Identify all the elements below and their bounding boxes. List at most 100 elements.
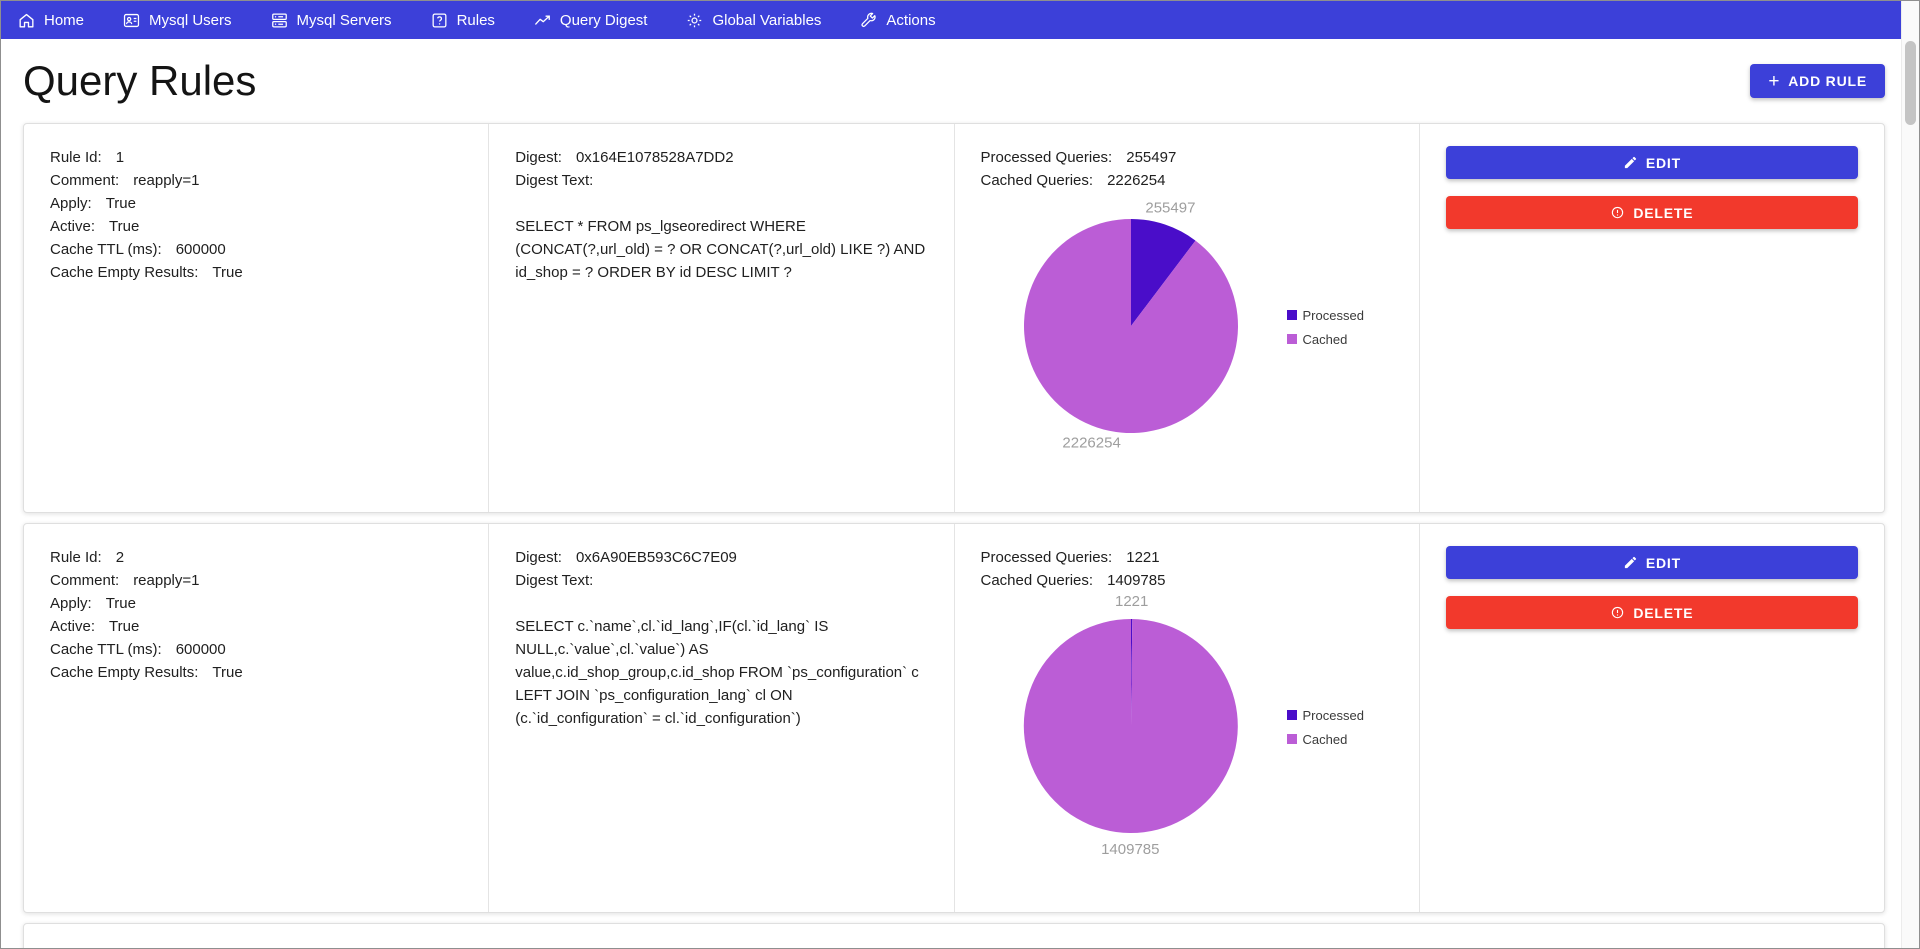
digest-column: Digest: 0x164E1078528A7DD2 Digest Text: S… bbox=[489, 124, 955, 512]
nav-label: Query Digest bbox=[559, 11, 648, 29]
nav-item-mysql-servers[interactable]: Mysql Servers bbox=[270, 11, 392, 30]
stat-label: Cached Queries: bbox=[980, 572, 1094, 589]
gear-icon bbox=[688, 13, 702, 27]
digest-label: Digest: bbox=[515, 549, 562, 566]
svg-text:1409785: 1409785 bbox=[1101, 841, 1159, 858]
error-outline-icon bbox=[1612, 606, 1624, 619]
stat-value: 1409785 bbox=[1107, 572, 1166, 589]
field-label: Comment: bbox=[50, 572, 120, 589]
nav-label: Mysql Servers bbox=[296, 11, 392, 29]
digest-text-label: Digest Text: bbox=[515, 172, 594, 189]
delete-label: DELETE bbox=[1633, 204, 1694, 221]
cached-swatch bbox=[1286, 734, 1297, 744]
legend-label-processed: Processed bbox=[1302, 707, 1364, 723]
field-value: True bbox=[105, 195, 136, 212]
field-value: 1 bbox=[115, 149, 125, 166]
rule-card-partial bbox=[23, 923, 1885, 948]
digest-value: 0x6A90EB593C6C7E09 bbox=[575, 549, 737, 566]
nav-item-rules[interactable]: Rules bbox=[430, 11, 495, 30]
field-label: Rule Id: bbox=[50, 149, 102, 166]
pencil-icon bbox=[1624, 156, 1636, 169]
rule-cards: Rule Id: 1 Comment: reapply=1 Apply: True A… bbox=[1, 123, 1901, 948]
digest-column: Digest: 0x6A90EB593C6C7E09 Digest Text: S… bbox=[489, 524, 955, 912]
legend-label-cached: Cached bbox=[1302, 331, 1348, 347]
field-label: Cache Empty Results: bbox=[50, 264, 199, 281]
nav-item-mysql-users[interactable]: Mysql Users bbox=[122, 11, 232, 30]
digest-text-label: Digest Text: bbox=[515, 572, 594, 589]
field-label: Comment: bbox=[50, 172, 120, 189]
field-value: 600000 bbox=[175, 241, 226, 258]
stat-label: Cached Queries: bbox=[980, 172, 1094, 189]
rule-info-column: Rule Id: 1 Comment: reapply=1 Apply: True A… bbox=[24, 124, 490, 512]
field-value: True bbox=[212, 664, 243, 681]
servers-icon bbox=[271, 13, 287, 27]
chart-icon bbox=[535, 14, 550, 25]
cached-swatch bbox=[1286, 334, 1297, 344]
nav-item-query-digest[interactable]: Query Digest bbox=[533, 11, 648, 30]
rule-info-column: Rule Id: 2 Comment: reapply=1 Apply: True A… bbox=[24, 524, 490, 912]
field-label: Cache TTL (ms): bbox=[50, 241, 162, 258]
processed-swatch bbox=[1286, 710, 1297, 720]
edit-rule-button[interactable]: EDIT bbox=[1445, 146, 1858, 179]
page-content: Query Rules + ADD RULE Rule Id: 1 Comment… bbox=[1, 39, 1901, 948]
field-label: Active: bbox=[50, 618, 96, 635]
stat-label: Processed Queries: bbox=[980, 149, 1113, 166]
edit-rule-button[interactable]: EDIT bbox=[1445, 546, 1858, 579]
plus-icon: + bbox=[1768, 70, 1781, 92]
queries-pie-chart: 1221 1409785 bbox=[1023, 594, 1238, 858]
stat-value: 255497 bbox=[1126, 149, 1177, 166]
stat-label: Processed Queries: bbox=[980, 549, 1113, 566]
field-value: 600000 bbox=[175, 641, 226, 658]
nav-label: Actions bbox=[886, 11, 936, 29]
field-label: Cache Empty Results: bbox=[50, 664, 199, 681]
svg-text:255497: 255497 bbox=[1145, 199, 1195, 216]
field-value: True bbox=[212, 264, 243, 281]
svg-text:2226254: 2226254 bbox=[1062, 435, 1120, 452]
svg-text:1221: 1221 bbox=[1115, 594, 1148, 610]
field-value: reapply=1 bbox=[133, 172, 200, 189]
pencil-icon bbox=[1624, 556, 1636, 569]
nav-label: Mysql Users bbox=[149, 11, 232, 29]
error-outline-icon bbox=[1612, 206, 1624, 219]
nav-item-home[interactable]: Home bbox=[17, 11, 84, 30]
top-nav: Home Mysql Users Mysql Servers Rules Que… bbox=[1, 1, 1919, 39]
vertical-scrollbar[interactable] bbox=[1901, 1, 1919, 948]
processed-swatch bbox=[1286, 310, 1297, 320]
field-label: Active: bbox=[50, 218, 96, 235]
digest-sql-text: SELECT c.`name`,cl.`id_lang`,IF(cl.`id_l… bbox=[515, 618, 919, 727]
pie-legend: Processed Cached bbox=[1286, 707, 1364, 747]
user-badge-icon bbox=[123, 13, 140, 27]
nav-item-actions[interactable]: Actions bbox=[859, 11, 936, 30]
stat-value: 2226254 bbox=[1107, 172, 1166, 189]
queries-pie-chart: 255497 2226254 bbox=[1023, 199, 1238, 452]
digest-label: Digest: bbox=[515, 149, 562, 166]
field-label: Rule Id: bbox=[50, 549, 102, 566]
delete-rule-button[interactable]: DELETE bbox=[1445, 196, 1858, 229]
actions-column: EDIT DELETE bbox=[1420, 524, 1884, 912]
field-value: reapply=1 bbox=[133, 572, 200, 589]
field-value: True bbox=[109, 218, 140, 235]
rule-card: Rule Id: 1 Comment: reapply=1 Apply: True A… bbox=[23, 123, 1885, 513]
actions-column: EDIT DELETE bbox=[1420, 124, 1884, 512]
page-title: Query Rules bbox=[23, 57, 257, 104]
digest-sql-text: SELECT * FROM ps_lgseoredirect WHERE (CO… bbox=[515, 218, 926, 281]
add-rule-label: ADD RULE bbox=[1788, 73, 1867, 89]
field-label: Apply: bbox=[50, 195, 92, 212]
pie-legend: Processed Cached bbox=[1286, 308, 1364, 347]
nav-label: Global Variables bbox=[712, 11, 822, 29]
scrollbar-thumb[interactable] bbox=[1905, 41, 1916, 125]
stats-column: Processed Queries: 255497 Cached Queries:… bbox=[955, 124, 1420, 512]
digest-value: 0x164E1078528A7DD2 bbox=[575, 149, 734, 166]
stat-value: 1221 bbox=[1126, 549, 1160, 566]
rules-icon bbox=[432, 13, 447, 27]
field-label: Apply: bbox=[50, 595, 92, 612]
add-rule-button[interactable]: + ADD RULE bbox=[1750, 64, 1885, 98]
edit-label: EDIT bbox=[1645, 154, 1681, 171]
edit-label: EDIT bbox=[1645, 554, 1681, 571]
wrench-icon bbox=[861, 12, 877, 27]
nav-item-global-variables[interactable]: Global Variables bbox=[685, 11, 821, 30]
delete-rule-button[interactable]: DELETE bbox=[1445, 596, 1858, 629]
nav-label: Home bbox=[44, 11, 85, 29]
nav-label: Rules bbox=[456, 11, 495, 29]
